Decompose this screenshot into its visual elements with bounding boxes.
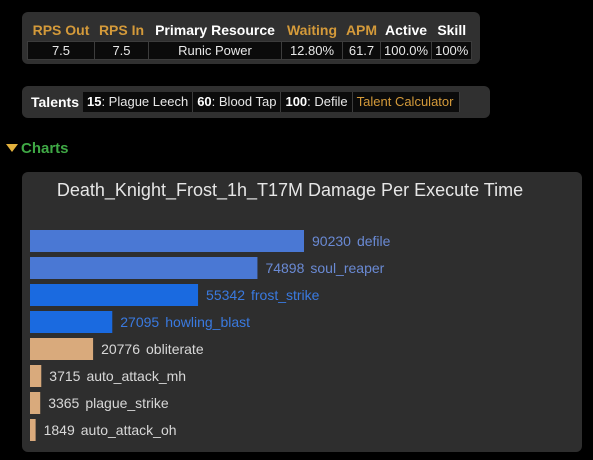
bar-obliterate xyxy=(30,338,94,360)
bar-category: auto_attack_mh xyxy=(86,368,186,384)
bar-label-howling-blast: 27095 howling_blast xyxy=(120,314,250,330)
bar-value: 3715 xyxy=(49,368,80,384)
talents-row: Talents 15: Plague Leech 60: Blood Tap 1… xyxy=(28,92,461,112)
value-active: 100.0% xyxy=(379,41,433,60)
talent-tier-100: 100: Defile xyxy=(281,92,353,112)
bar-category: defile xyxy=(357,233,391,249)
bar-value: 3365 xyxy=(48,395,79,411)
damage-chart: Death_Knight_Frost_1h_T17M Damage Per Ex… xyxy=(30,180,523,441)
charts-section-label: Charts xyxy=(21,139,69,157)
header-active: Active xyxy=(385,22,428,38)
bar-soul-reaper xyxy=(30,257,258,279)
talent-calculator-link[interactable]: Talent Calculator xyxy=(352,92,461,112)
header-waiting[interactable]: Waiting xyxy=(286,22,338,38)
bar-label-auto-attack-mh: 3715 auto_attack_mh xyxy=(49,368,186,384)
bar-category: howling_blast xyxy=(165,314,250,330)
damage-chart-panel: Death_Knight_Frost_1h_T17M Damage Per Ex… xyxy=(22,172,582,452)
talent-name: : Blood Tap xyxy=(211,94,277,109)
talent-tier-15: 15: Plague Leech xyxy=(82,92,194,112)
stats-header-row: RPS Out RPS In Primary Resource Waiting … xyxy=(28,19,472,42)
bar-category: frost_strike xyxy=(251,287,320,303)
bar-label-plague-strike: 3365 plague_strike xyxy=(48,395,169,411)
bar-value: 74898 xyxy=(265,260,304,276)
bar-value: 90230 xyxy=(312,233,351,249)
bar-category: soul_reaper xyxy=(310,260,384,276)
bar-auto-attack-oh xyxy=(30,419,36,441)
value-rps-out: 7.5 xyxy=(27,41,95,60)
bar-category: plague_strike xyxy=(85,395,168,411)
bar-howling-blast xyxy=(30,311,113,333)
bar-auto-attack-mh xyxy=(30,365,42,387)
value-primary-resource: Runic Power xyxy=(148,41,282,60)
talent-level: 15 xyxy=(86,94,102,109)
stats-panel: RPS Out RPS In Primary Resource Waiting … xyxy=(22,12,480,64)
charts-section-toggle[interactable]: Charts xyxy=(6,138,69,158)
talent-name: : Plague Leech xyxy=(101,94,189,109)
header-rps-in[interactable]: RPS In xyxy=(98,22,145,38)
chart-title: Death_Knight_Frost_1h_T17M Damage Per Ex… xyxy=(57,180,523,201)
talent-name: : Defile xyxy=(307,94,348,109)
bar-label-defile: 90230 defile xyxy=(312,233,391,249)
bar-value: 55342 xyxy=(206,287,245,303)
bar-label-frost-strike: 55342 frost_strike xyxy=(206,287,320,303)
bar-label-auto-attack-oh: 1849 auto_attack_oh xyxy=(44,422,177,438)
bar-label-soul-reaper: 74898 soul_reaper xyxy=(265,260,384,276)
header-apm[interactable]: APM xyxy=(345,22,378,38)
bar-frost-strike xyxy=(30,284,199,306)
header-primary-resource: Primary Resource xyxy=(155,22,275,38)
stats-value-row: 7.5 7.5 Runic Power 12.80% 61.7 100.0% 1… xyxy=(27,41,473,60)
bar-value: 20776 xyxy=(101,341,140,357)
header-rps-out[interactable]: RPS Out xyxy=(32,22,90,38)
triangle-down-icon xyxy=(6,144,18,152)
value-skill: 100% xyxy=(431,41,473,60)
talent-tier-60: 60: Blood Tap xyxy=(193,92,282,112)
talents-label: Talents xyxy=(31,94,79,110)
value-waiting: 12.80% xyxy=(281,41,343,60)
header-skill: Skill xyxy=(437,22,467,38)
bar-value: 27095 xyxy=(120,314,159,330)
talent-level: 100 xyxy=(285,94,308,109)
bar-plague-strike xyxy=(30,392,41,414)
value-rps-in: 7.5 xyxy=(94,41,149,60)
bar-value: 1849 xyxy=(44,422,75,438)
bar-category: obliterate xyxy=(146,341,204,357)
bar-label-obliterate: 20776 obliterate xyxy=(101,341,204,357)
talents-panel: Talents 15: Plague Leech 60: Blood Tap 1… xyxy=(22,86,490,118)
value-apm: 61.7 xyxy=(342,41,381,60)
bar-defile xyxy=(30,230,304,252)
stats-table: RPS Out RPS In Primary Resource Waiting … xyxy=(27,19,473,60)
talent-level: 60 xyxy=(197,94,212,109)
bar-category: auto_attack_oh xyxy=(81,422,177,438)
chart-bars: 90230 defile 74898 soul_reaper 55342 frost_st… xyxy=(30,230,391,441)
